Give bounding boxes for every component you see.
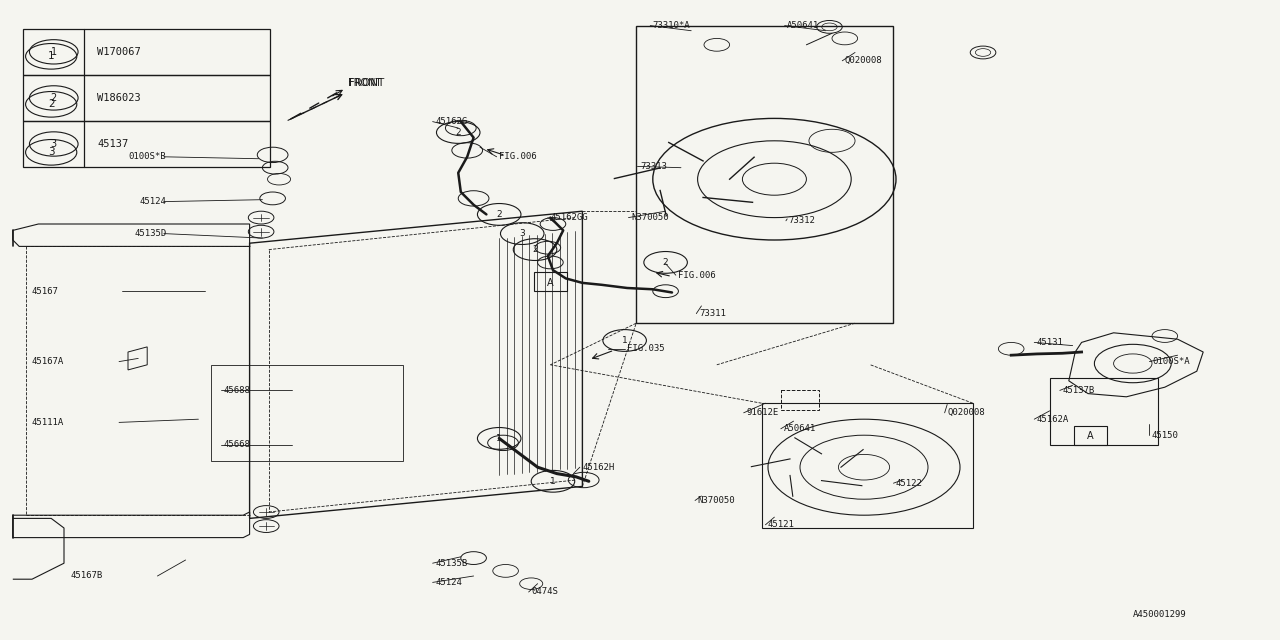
Text: 73311: 73311: [699, 309, 726, 318]
Text: 0100S*A: 0100S*A: [1152, 357, 1189, 366]
Text: N370050: N370050: [698, 496, 735, 505]
Bar: [23, 29, 270, 75]
Text: 45167B: 45167B: [70, 572, 102, 580]
Text: 45124: 45124: [140, 197, 166, 206]
Text: 73313: 73313: [640, 162, 667, 171]
Text: A450001299: A450001299: [1133, 610, 1187, 619]
Text: A: A: [1087, 431, 1094, 442]
Text: 45121: 45121: [768, 520, 795, 529]
Bar: [23, 75, 270, 121]
Text: 2: 2: [663, 258, 668, 267]
Text: 1: 1: [47, 51, 55, 61]
Text: 3: 3: [520, 229, 525, 238]
Text: Q020008: Q020008: [947, 408, 984, 417]
Bar: [636, 26, 893, 323]
Text: FIG.006: FIG.006: [678, 271, 716, 280]
Text: 73312: 73312: [788, 216, 815, 225]
Text: A: A: [547, 278, 554, 288]
Text: 45167: 45167: [32, 287, 59, 296]
Text: 45668: 45668: [224, 440, 251, 449]
Text: 2: 2: [532, 245, 538, 254]
Text: Q020008: Q020008: [845, 56, 882, 65]
Text: 45111A: 45111A: [32, 418, 64, 427]
Text: 45137: 45137: [97, 139, 128, 149]
Text: 45162GG: 45162GG: [550, 213, 588, 222]
Text: FRONT: FRONT: [348, 78, 381, 88]
Text: 91612E: 91612E: [746, 408, 778, 417]
Text: 1: 1: [622, 336, 627, 345]
Text: 45135B: 45135B: [435, 559, 467, 568]
Text: 45122: 45122: [896, 479, 923, 488]
Text: 45131: 45131: [1037, 338, 1064, 347]
Text: 1: 1: [550, 477, 556, 486]
Text: 45135D: 45135D: [134, 229, 166, 238]
Text: 0100S*B: 0100S*B: [129, 152, 166, 161]
Text: A50641: A50641: [783, 424, 815, 433]
Bar: [23, 121, 270, 167]
Text: A50641: A50641: [787, 21, 819, 30]
Bar: [1074, 426, 1107, 445]
Text: 73310*A: 73310*A: [653, 21, 690, 30]
Text: 45688: 45688: [224, 386, 251, 395]
Text: 45167A: 45167A: [32, 357, 64, 366]
Text: 1: 1: [51, 47, 56, 57]
Text: 45124: 45124: [435, 578, 462, 587]
Text: 3: 3: [47, 147, 55, 157]
Text: 3: 3: [51, 139, 56, 149]
Text: 45162A: 45162A: [1037, 415, 1069, 424]
Text: FIG.006: FIG.006: [499, 152, 536, 161]
Bar: [211, 365, 403, 461]
Bar: [762, 403, 973, 528]
Text: 45162G: 45162G: [435, 117, 467, 126]
Text: W186023: W186023: [97, 93, 141, 103]
Text: 45137B: 45137B: [1062, 386, 1094, 395]
Text: 45150: 45150: [1152, 431, 1179, 440]
Text: 2: 2: [456, 128, 461, 137]
Text: 0474S: 0474S: [531, 588, 558, 596]
Bar: [534, 272, 567, 291]
Text: 2: 2: [51, 93, 56, 103]
Text: 2: 2: [497, 210, 502, 219]
Bar: [1050, 378, 1158, 445]
Text: N370050: N370050: [631, 213, 668, 222]
Text: 1: 1: [497, 434, 502, 443]
Text: FIG.035: FIG.035: [627, 344, 664, 353]
Text: W170067: W170067: [97, 47, 141, 57]
Text: 45162H: 45162H: [582, 463, 614, 472]
Text: FRONT: FRONT: [349, 78, 385, 88]
Text: 2: 2: [47, 99, 55, 109]
